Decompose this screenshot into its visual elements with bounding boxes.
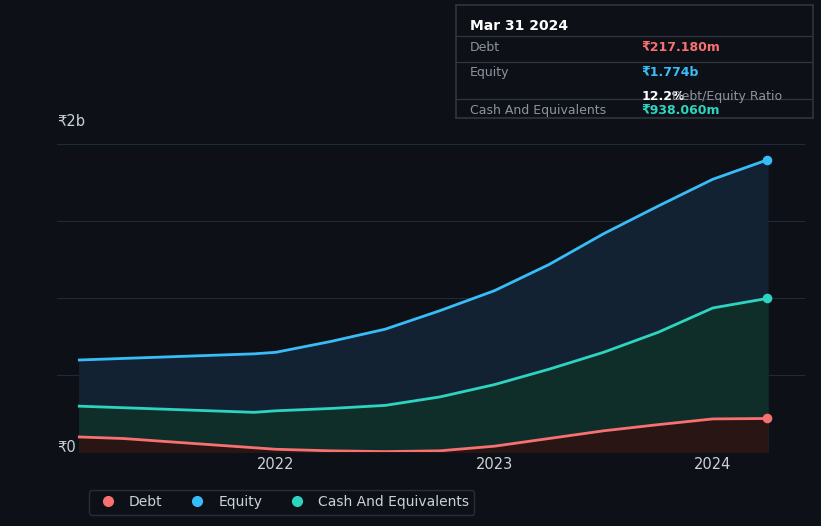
Text: Equity: Equity <box>470 66 510 79</box>
Text: ₹0: ₹0 <box>57 440 76 456</box>
Point <box>761 414 774 423</box>
Legend: Debt, Equity, Cash And Equivalents: Debt, Equity, Cash And Equivalents <box>89 490 475 515</box>
Text: ₹1.774b: ₹1.774b <box>641 66 699 79</box>
Text: ₹938.060m: ₹938.060m <box>641 104 720 117</box>
Text: Debt/Equity Ratio: Debt/Equity Ratio <box>668 90 782 103</box>
Text: ₹217.180m: ₹217.180m <box>641 42 720 55</box>
Text: Debt: Debt <box>470 42 500 55</box>
Point <box>761 156 774 164</box>
Text: ₹2b: ₹2b <box>57 114 85 129</box>
Point <box>761 294 774 302</box>
Text: Cash And Equivalents: Cash And Equivalents <box>470 104 606 117</box>
Text: 12.2%: 12.2% <box>641 90 685 103</box>
Text: Mar 31 2024: Mar 31 2024 <box>470 19 568 33</box>
